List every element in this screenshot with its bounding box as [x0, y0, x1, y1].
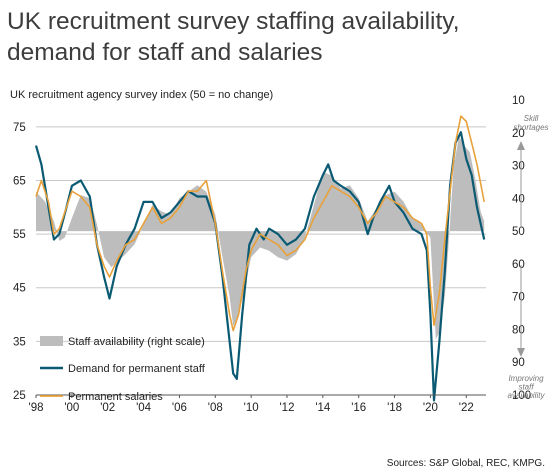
x-tick-label: '02 [100, 402, 115, 414]
legend-label: Staff availability (right scale) [68, 336, 205, 348]
right-tick-label: 70 [512, 292, 525, 304]
right-tick-label: 40 [512, 193, 525, 205]
legend: Staff availability (right scale) Demand f… [40, 336, 206, 403]
x-tick-label: '18 [387, 402, 402, 414]
right-tick-label: 60 [512, 259, 525, 271]
x-tick-label: '20 [423, 402, 438, 414]
source-note: Sources: S&P Global, REC, KMPG. [387, 458, 545, 469]
x-tick-label: '22 [459, 402, 474, 414]
right-tick-label: 30 [512, 161, 525, 173]
left-tick-label: 75 [13, 122, 26, 134]
left-tick-label: 25 [13, 390, 26, 402]
annotation-improving-availability-3: availability [508, 391, 546, 400]
left-tick-label: 35 [13, 336, 26, 348]
x-tick-label: '10 [244, 402, 259, 414]
permanent-salaries-line [35, 115, 485, 332]
staff-availability-fill [36, 136, 485, 340]
x-tick-label: '06 [172, 402, 187, 414]
gridlines [36, 126, 486, 396]
annotation-improving-availability-1: Improving [508, 374, 544, 383]
right-tick-label: 10 [512, 95, 525, 107]
legend-label: Permanent salaries [68, 391, 163, 403]
right-tick-label: 90 [512, 357, 525, 369]
up-arrow-icon [517, 141, 525, 150]
right-tick-label: 20 [512, 128, 525, 140]
x-tick-label: '04 [136, 402, 152, 414]
chart-title: UK recruitment survey staffing availabil… [7, 8, 460, 66]
left-axis-ticks: 25 35 45 55 65 75 [13, 122, 26, 402]
line-series [34, 115, 486, 402]
legend-swatch-area [40, 336, 63, 346]
annotation-skill-shortages-2: shortages [513, 123, 548, 132]
right-axis-ticks: 10 20 30 40 50 60 70 80 90 100 [512, 95, 531, 402]
down-arrow-icon [517, 348, 525, 357]
right-tick-label: 80 [512, 324, 525, 336]
x-tick-label: '00 [64, 402, 79, 414]
staff-availability-area [36, 136, 485, 340]
chart-subtitle: UK recruitment agency survey index (50 =… [10, 89, 273, 101]
annotation-skill-shortages-1: Skill [524, 114, 539, 123]
x-tick-label: '14 [315, 402, 331, 414]
legend-label: Demand for permanent staff [68, 363, 206, 375]
left-tick-label: 55 [13, 229, 26, 241]
right-tick-label: 50 [512, 226, 525, 238]
demand-for-permanent-staff-line [34, 131, 486, 402]
x-axis-ticks: '98 '00 '02 '04 '06 '08 '10 '12 '14 '16 '18 '20 '22 [29, 394, 486, 414]
x-tick-label: '08 [208, 402, 223, 414]
left-tick-label: 45 [13, 283, 26, 295]
annotation-improving-availability-2: staff [518, 383, 534, 392]
x-tick-label: '16 [351, 402, 366, 414]
x-tick-label: '12 [279, 402, 294, 414]
x-tick-label: '98 [29, 402, 44, 414]
right-tick-label: 100 [512, 390, 531, 402]
left-tick-label: 65 [13, 175, 26, 187]
